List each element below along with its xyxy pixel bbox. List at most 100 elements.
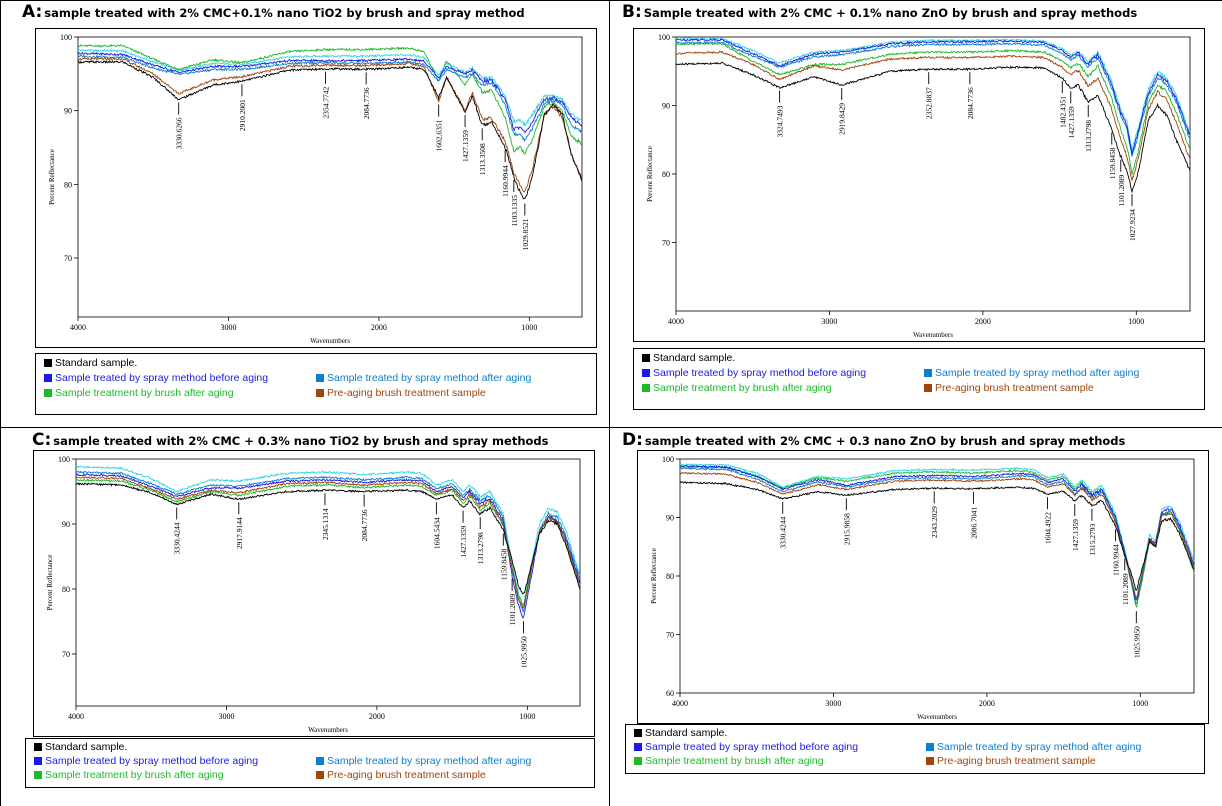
- legend-label-brush-after: Sample treatment by brush after aging: [645, 755, 824, 767]
- series-line-standard: [75, 482, 581, 595]
- peak-label-3330-4244: 3330.4244: [779, 517, 788, 549]
- legend-swatch-standard: [634, 729, 642, 737]
- legend-label-spray-after: Sample treated by spray method after agi…: [935, 367, 1140, 379]
- legend-item-pre-aging-brush: Pre-aging brush treatment sample: [926, 755, 1096, 767]
- peak-label-2919-8429: 2919.8429: [838, 103, 847, 135]
- series-line-spray-before: [75, 472, 581, 619]
- series-line-spray-after: [680, 467, 1195, 605]
- peak-label-1160-9944: 1160.9944: [501, 165, 510, 197]
- x-tick-label: 4000: [68, 712, 84, 721]
- peak-label-1103-1335: 1103.1335: [510, 195, 519, 227]
- peak-label-1315-2793: 1315.2793: [1088, 524, 1097, 556]
- legend-swatch-brush-after: [642, 384, 650, 392]
- legend-item-brush-after: Sample treatment by brush after aging: [34, 769, 224, 781]
- legend-item-pre-aging-brush: Pre-aging brush treatment sample: [316, 769, 486, 781]
- peak-label-1101-2089: 1101.2089: [1117, 175, 1126, 207]
- series-line-cyan-trace: [75, 465, 581, 608]
- series-line-spray-after: [77, 54, 583, 143]
- panel-a-letter: A:: [22, 2, 43, 22]
- x-tick-label: 1000: [1128, 317, 1144, 326]
- x-tick-label: 1000: [521, 323, 537, 332]
- legend-item-standard: Standard sample.: [44, 357, 137, 369]
- y-tick-label: 80: [662, 170, 670, 179]
- y-tick-label: 70: [64, 254, 72, 263]
- y-tick-label: 80: [64, 180, 72, 189]
- legend-label-spray-after: Sample treated by spray method after agi…: [327, 372, 532, 384]
- series-line-spray-after: [675, 40, 1191, 157]
- legend-swatch-spray-before: [44, 374, 52, 382]
- legend-swatch-spray-after: [926, 743, 934, 751]
- legend-label-standard: Standard sample.: [55, 357, 138, 369]
- peak-label-2910-2001: 2910.2001: [238, 99, 247, 131]
- legend-item-standard: Standard sample.: [34, 741, 127, 753]
- peak-label-3324-7493: 3324.7493: [776, 105, 785, 137]
- x-tick-label: 2000: [979, 699, 995, 708]
- panel-a: A: sample treated with 2% CMC+0.1% nano T…: [0, 0, 609, 427]
- legend-label-brush-after: Sample treatment by brush after aging: [653, 382, 832, 394]
- legend-label-standard: Standard sample.: [653, 352, 736, 364]
- legend-item-pre-aging-brush: Pre-aging brush treatment sample: [924, 382, 1094, 394]
- panel-d-plot: 100 90 80 70 60 4000 3000 2000 1000 Wavenumbers Pe…: [637, 450, 1209, 724]
- y-axis-label: Percent Reflectance: [48, 149, 56, 205]
- peak-label-1313-3508: 1313.3508: [478, 143, 487, 175]
- x-tick-label: 2000: [371, 323, 387, 332]
- legend-swatch-standard: [642, 354, 650, 362]
- panel-c: C: sample treated with 2% CMC + 0.3% nano…: [0, 428, 609, 806]
- legend-item-spray-after: Sample treated by spray method after agi…: [316, 372, 531, 384]
- peak-label-2086-7041: 2086.7041: [970, 507, 979, 539]
- series-line-cyan-trace: [679, 463, 1195, 599]
- series-line-pre-aging-brush: [675, 50, 1191, 181]
- peak-label-2084-7736: 2084.7736: [360, 509, 369, 541]
- peak-label-1604-4922: 1604.4922: [1044, 512, 1053, 544]
- series-line-pre-aging-brush: [77, 57, 583, 193]
- panel-b: B: Sample treated with 2% CMC + 0.1% nano…: [610, 0, 1222, 427]
- peak-label-1427-1359: 1427.1359: [1071, 519, 1080, 551]
- peak-label-2352-8837: 2352.8837: [925, 87, 934, 119]
- peak-label-2354-7742: 2354.7742: [322, 86, 331, 118]
- peak-label-2917-9144: 2917.9144: [235, 517, 244, 549]
- x-axis-label: Wavenumbers: [308, 726, 348, 734]
- peak-label-1025-9950: 1025.9950: [1132, 626, 1141, 658]
- peak-label-2915-9858: 2915.9858: [842, 513, 851, 545]
- panel-c-plot: 100 90 80 70 4000 3000 2000 1000 Wavenumbers Perc…: [33, 450, 595, 737]
- legend-item-spray-after: Sample treated by spray method after agi…: [924, 367, 1139, 379]
- legend-item-spray-after: Sample treated by spray method after agi…: [926, 741, 1141, 753]
- peak-label-2084-7736: 2084.7736: [362, 87, 371, 119]
- legend-item-standard: Standard sample.: [634, 727, 727, 739]
- y-tick-label: 70: [666, 631, 674, 640]
- y-tick-label: 80: [62, 585, 70, 594]
- x-tick-label: 4000: [70, 323, 86, 332]
- peak-label-1482-4351: 1482.4351: [1058, 96, 1067, 128]
- y-tick-label: 90: [62, 520, 70, 529]
- legend-label-pre-aging-brush: Pre-aging brush treatment sample: [327, 769, 486, 781]
- peak-label-1602-6351: 1602.6351: [435, 119, 444, 151]
- legend-item-brush-after: Sample treatment by brush after aging: [44, 387, 234, 399]
- peak-label-1313-2798: 1313.2798: [1084, 120, 1093, 152]
- legend-label-spray-before: Sample treated by spray method before ag…: [55, 372, 269, 384]
- legend-item-spray-before: Sample treated by spray method before ag…: [44, 372, 268, 384]
- legend-swatch-spray-after: [924, 369, 932, 377]
- series-line-spray-before: [679, 464, 1195, 601]
- legend-item-spray-before: Sample treated by spray method before ag…: [642, 367, 866, 379]
- legend-label-spray-before: Sample treated by spray method before ag…: [45, 755, 259, 767]
- plot-frame: [77, 36, 583, 318]
- peak-label-1101-2089: 1101.2089: [1121, 573, 1130, 605]
- y-axis-label: Percent Reflectance: [46, 555, 54, 611]
- panel-divider-horizontal: [0, 427, 1222, 428]
- panel-d-legend: Standard sample. Sample treated by spray…: [625, 724, 1205, 774]
- panel-b-title-text: Sample treated with 2% CMC + 0.1% nano Z…: [643, 6, 1138, 20]
- series-line-standard: [77, 60, 583, 200]
- legend-label-standard: Standard sample.: [45, 741, 128, 753]
- panel-b-plot: 100 90 80 70 4000 3000 2000 1000 Wavenumbers Perc…: [633, 28, 1205, 342]
- y-tick-label: 60: [666, 689, 674, 698]
- legend-swatch-spray-before: [642, 369, 650, 377]
- legend-item-pre-aging-brush: Pre-aging brush treatment sample: [316, 387, 486, 399]
- legend-swatch-pre-aging-brush: [316, 771, 324, 779]
- y-axis-label: Percent Reflectance: [646, 146, 654, 202]
- panel-d-title: D: sample treated with 2% CMC + 0.3 nano …: [622, 430, 1125, 450]
- legend-label-pre-aging-brush: Pre-aging brush treatment sample: [935, 382, 1094, 394]
- peak-label-1427-1359: 1427.1359: [1067, 106, 1076, 138]
- panel-c-title: C: sample treated with 2% CMC + 0.3% nano…: [32, 430, 549, 450]
- series-line-spray-before: [676, 38, 1191, 155]
